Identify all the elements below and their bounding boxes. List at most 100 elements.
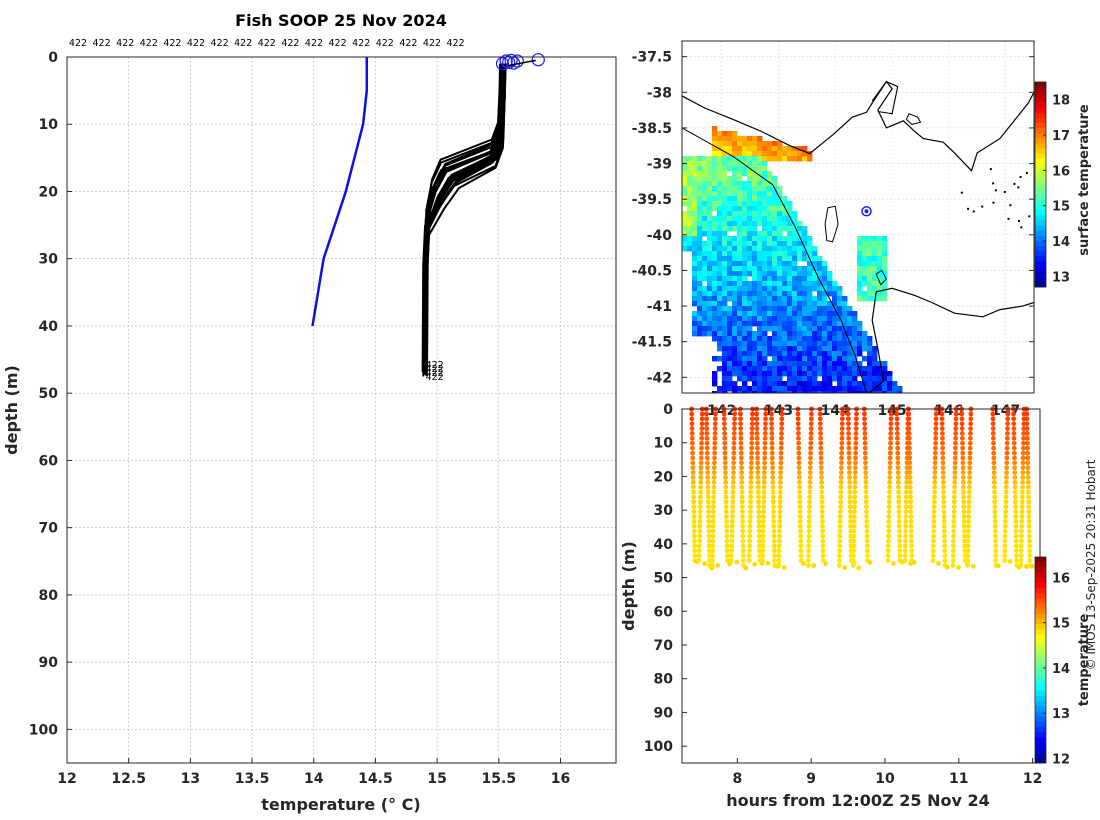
sst-cell [827,326,833,332]
section-point [862,435,868,441]
section-point [906,426,912,431]
sst-cell [787,356,793,362]
section-point [761,509,766,515]
island-dot [1028,215,1031,218]
y-tick-label: 30 [39,252,59,268]
sst-cell [702,306,708,312]
sst-cell [687,231,693,237]
section-point [711,499,717,505]
section-point [778,445,784,451]
section-point [762,470,767,475]
section-point [755,450,760,456]
section-point [806,543,812,549]
section-point [886,499,892,505]
section-point [738,455,744,461]
sst-cell [742,296,748,302]
sst-cell [857,351,863,357]
sst-cell [877,241,883,247]
section-point [691,504,697,510]
sst-cell [792,321,798,327]
sst-cell [872,361,878,367]
sst-cell [707,241,713,247]
sst-cell [682,186,688,192]
sst-cell [772,156,778,162]
sst-cell [782,266,788,272]
sst-cell [717,316,723,322]
sst-cell [812,336,818,342]
section-point [1020,470,1026,475]
sst-cell [722,141,728,147]
surface-marker [510,54,524,68]
section-point [1018,558,1024,563]
sst-cell [752,151,758,157]
sst-cell [727,136,733,142]
section-point [705,504,711,510]
section-point [797,484,802,490]
colorbar-swatch [1035,128,1046,134]
sst-cell [867,286,873,292]
section-point [961,514,967,519]
sst-cell [832,391,838,393]
sst-cell [817,371,823,377]
sst-cell [742,326,748,332]
section-point [1027,558,1033,563]
sst-cell [722,176,728,182]
section-point [1002,528,1008,534]
sst-cell [732,246,738,252]
section-point [704,440,710,446]
sst-cell [767,296,773,302]
section-point [837,538,843,544]
section-point [731,426,737,431]
section-point [1013,548,1019,554]
sst-cell [782,206,788,212]
sst-cell [782,326,788,332]
section-point [853,416,859,422]
lat-tick-label: -41.5 [632,335,672,351]
section-point [895,475,901,480]
section-point [729,543,735,549]
section-point [961,523,967,529]
sst-cell [832,281,838,287]
section-point [907,484,913,490]
sst-cell [877,376,883,382]
sst-cell [737,236,743,242]
sst-cell [817,271,823,277]
section-point [848,519,853,524]
sst-cell [707,301,713,307]
sst-cell [847,311,853,317]
sst-cell [807,356,813,362]
section-point [995,563,1001,569]
section-point [846,465,852,471]
section-point [888,421,894,427]
section-point [852,489,858,495]
section-point [940,479,946,485]
section-point [902,558,908,563]
sst-cell [832,371,838,377]
section-point [902,543,908,549]
sst-cell [822,391,828,393]
section-point [771,533,777,539]
sst-cell [862,356,868,362]
sst-cell [787,276,793,282]
sst-cell [742,196,748,202]
section-point [770,504,776,510]
sst-cell [772,231,778,237]
sst-cell [707,156,713,162]
sst-cell [727,256,733,262]
sst-cell [882,236,888,242]
section-point [1011,440,1017,446]
sst-cell [782,286,788,292]
section-point [961,494,967,500]
section-point [991,475,997,480]
sst-cell [832,356,838,362]
sst-cell [772,311,778,317]
sst-cell [837,361,843,367]
sst-cell [757,206,763,212]
colorbar-swatch [1035,680,1046,687]
sst-cell [812,296,818,302]
section-point [797,494,803,500]
sst-cell [867,291,873,297]
sst-cell [837,371,843,377]
sst-cell [742,271,748,277]
sst-cell [697,196,703,202]
